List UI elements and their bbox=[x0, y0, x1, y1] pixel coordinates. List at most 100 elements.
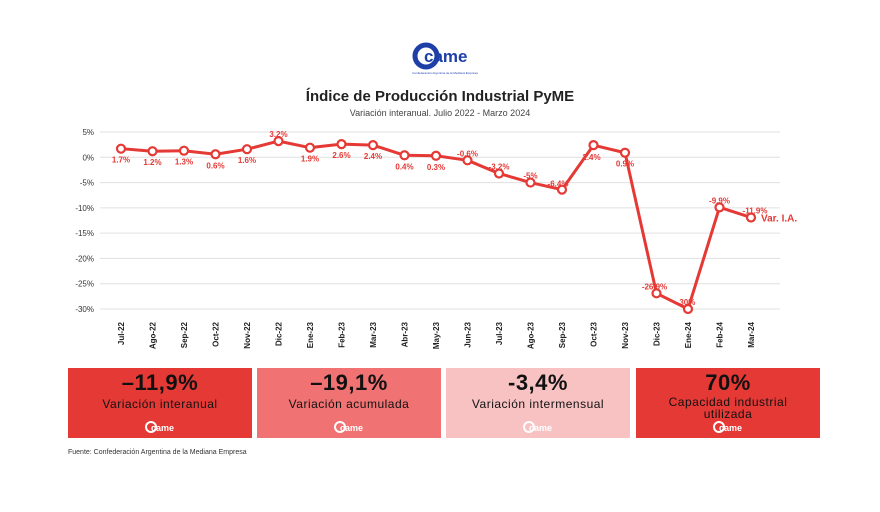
data-label: 0.4% bbox=[395, 162, 413, 171]
logo-wordmark: came bbox=[151, 423, 174, 433]
x-tick-label: Mar-24 bbox=[747, 321, 756, 347]
data-point bbox=[556, 184, 568, 195]
data-point bbox=[588, 140, 599, 151]
card-value: –11,9% bbox=[121, 370, 199, 395]
data-label: -6.4% bbox=[548, 180, 569, 189]
y-tick-label: -30% bbox=[75, 305, 94, 314]
y-tick-label: -20% bbox=[75, 254, 94, 263]
gridlines bbox=[100, 131, 780, 310]
came-logo: came Confederación Argentina de la Media… bbox=[412, 42, 478, 75]
data-label: 1.9% bbox=[301, 155, 319, 164]
data-label: 0.9% bbox=[616, 160, 634, 169]
x-tick-label: Sep-23 bbox=[558, 321, 567, 348]
data-label: 1.7% bbox=[112, 156, 130, 165]
line-chart: 5% 0% -5% -10% -15% -20% -25% -30% Jul-22 Ago-22… bbox=[75, 128, 797, 349]
data-point bbox=[493, 168, 505, 179]
y-tick-label: -5% bbox=[80, 179, 94, 188]
data-label: -5% bbox=[523, 172, 537, 181]
data-label: 2.6% bbox=[332, 151, 350, 160]
data-point bbox=[304, 142, 316, 153]
x-tick-label: Dic-23 bbox=[653, 321, 662, 346]
data-point bbox=[619, 147, 631, 158]
data-label: 1.3% bbox=[175, 158, 193, 167]
x-tick-label: Dic-22 bbox=[275, 321, 284, 346]
data-point bbox=[147, 146, 158, 157]
data-label: -0.6% bbox=[457, 149, 478, 158]
came-logo-small: came bbox=[145, 421, 174, 433]
x-tick-label: Jul-23 bbox=[495, 321, 504, 345]
x-tick-label: Feb-23 bbox=[338, 321, 347, 347]
data-label: -26.9% bbox=[642, 282, 667, 291]
data-label: -9.9% bbox=[709, 196, 730, 205]
x-tick-label: Ene-23 bbox=[306, 321, 315, 348]
came-logo-small: came bbox=[523, 421, 552, 433]
data-point bbox=[241, 144, 253, 155]
data-point bbox=[430, 150, 442, 161]
card-value: -3,4% bbox=[508, 370, 568, 395]
data-point bbox=[336, 139, 347, 150]
source-footnote: Fuente: Confederación Argentina de la Me… bbox=[68, 449, 247, 456]
data-labels: 1.7% 1.2% 1.3% 0.6% 1.6% 3.2% 1.9% 2.6% 2.4% 0.4%… bbox=[112, 130, 768, 307]
chart-subtitle: Variación interanual. Julio 2022 - Marzo… bbox=[349, 108, 531, 118]
logo-wordmark: came bbox=[529, 423, 552, 433]
card-value: –19,1% bbox=[310, 370, 388, 395]
y-tick-label: 5% bbox=[82, 128, 94, 137]
x-tick-label: Feb-24 bbox=[716, 321, 725, 347]
x-tick-label: Ago-22 bbox=[149, 321, 158, 349]
x-tick-label: Ene-24 bbox=[684, 321, 693, 348]
data-label: 1.2% bbox=[143, 158, 161, 167]
card-label: Capacidad industrial utilizada bbox=[668, 395, 788, 421]
data-label: -3.2% bbox=[489, 162, 510, 171]
data-point bbox=[651, 288, 662, 299]
card-variacion-interanual: –11,9% Variación interanual came bbox=[68, 368, 252, 438]
came-logo-small: came bbox=[713, 421, 742, 433]
x-axis-ticks: Jul-22 Ago-22 Sep-22 Oct-22 Nov-22 Dic-22 Ene-… bbox=[117, 321, 756, 349]
card-label: Variación acumulada bbox=[288, 397, 410, 411]
x-tick-label: May-23 bbox=[432, 321, 441, 349]
x-tick-label: Jul-22 bbox=[117, 321, 126, 345]
x-tick-label: Oct-23 bbox=[590, 321, 599, 346]
chart-title: Índice de Producción Industrial PyME bbox=[305, 88, 575, 105]
data-point bbox=[399, 150, 410, 161]
y-tick-label: -10% bbox=[75, 204, 94, 213]
data-label: 2.4% bbox=[582, 153, 600, 162]
card-label: Variación interanual bbox=[102, 397, 218, 411]
x-tick-label: Nov-23 bbox=[621, 321, 630, 348]
logo-tagline: Confederación Argentina de la Mediana Em… bbox=[412, 71, 478, 75]
x-tick-label: Sep-22 bbox=[180, 321, 189, 348]
y-tick-label: -15% bbox=[75, 229, 94, 238]
card-value: 70% bbox=[705, 370, 751, 395]
data-label: -11.9% bbox=[743, 206, 768, 215]
data-point bbox=[525, 177, 536, 188]
card-label: Variación intermensual bbox=[471, 397, 605, 411]
series-var-ia bbox=[115, 136, 757, 315]
y-tick-label: -25% bbox=[75, 280, 94, 289]
data-point bbox=[273, 136, 284, 147]
y-tick-label: 0% bbox=[82, 153, 94, 162]
series-label: Var. I.A. bbox=[761, 213, 797, 224]
data-label: 2.4% bbox=[364, 152, 382, 161]
data-label: 3.2% bbox=[269, 130, 287, 139]
x-tick-label: Abr-23 bbox=[401, 321, 410, 347]
logo-wordmark: came bbox=[340, 423, 363, 433]
data-label: 0.3% bbox=[427, 163, 445, 172]
y-axis-ticks: 5% 0% -5% -10% -15% -20% -25% -30% bbox=[75, 128, 94, 314]
data-label: 1.6% bbox=[238, 156, 256, 165]
data-point bbox=[714, 202, 725, 213]
card-variacion-acumulada: –19,1% Variación acumulada came bbox=[257, 368, 441, 438]
data-label: -30% bbox=[677, 298, 696, 307]
data-point bbox=[115, 143, 127, 154]
logo-wordmark: came bbox=[719, 423, 742, 433]
x-tick-label: Mar-23 bbox=[369, 321, 378, 347]
card-variacion-intermensual: -3,4% Variación intermensual came bbox=[446, 368, 630, 438]
data-label: 0.6% bbox=[206, 161, 224, 170]
x-tick-label: Nov-22 bbox=[243, 321, 252, 348]
data-point bbox=[745, 212, 757, 223]
came-logo-small: came bbox=[334, 421, 363, 433]
data-point bbox=[462, 155, 473, 166]
data-point bbox=[210, 149, 221, 160]
x-tick-label: Ago-23 bbox=[527, 321, 536, 349]
x-tick-label: Oct-22 bbox=[212, 321, 221, 346]
logo-wordmark: came bbox=[424, 47, 467, 66]
card-capacidad-industrial: 70% Capacidad industrial utilizada came bbox=[636, 368, 820, 438]
